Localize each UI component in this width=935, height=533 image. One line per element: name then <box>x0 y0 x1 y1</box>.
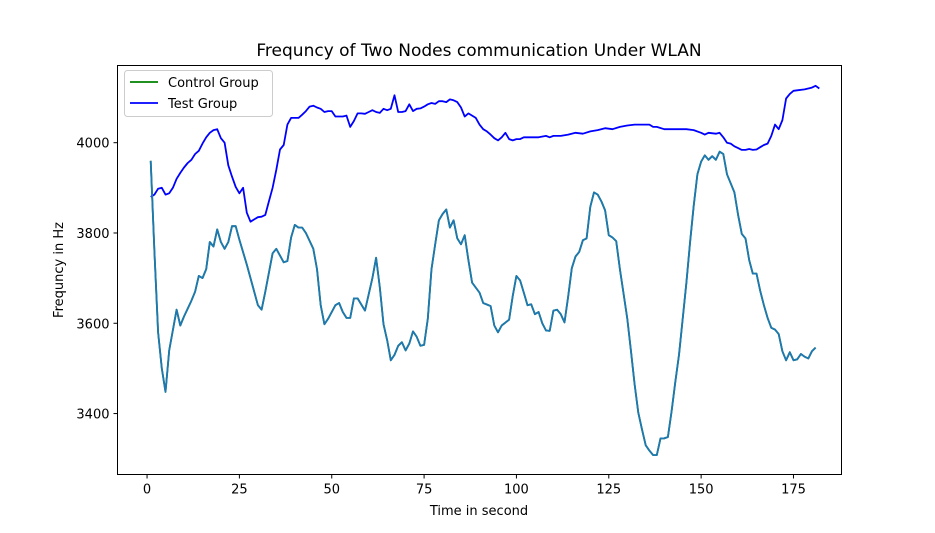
chart-title: Frequncy of Two Nodes communication Unde… <box>256 41 701 61</box>
plot-area <box>117 65 842 475</box>
legend-label-test-group: Test Group <box>167 97 237 112</box>
y-axis-label: Frequncy in Hz <box>52 222 67 318</box>
y-tick-label: 3800 <box>76 227 109 242</box>
x-tick-label: 100 <box>504 483 529 498</box>
y-tick-label: 3600 <box>76 317 109 332</box>
x-tick-label: 75 <box>416 483 433 498</box>
series-line-test-group <box>150 84 820 223</box>
x-axis: 0 25 50 75 100 125 150 175 <box>143 474 806 498</box>
y-axis: 3400 3600 3800 4000 <box>76 137 118 423</box>
x-tick-label: 50 <box>323 483 340 498</box>
legend-label-control-group: Control Group <box>168 76 259 91</box>
x-tick-label: 175 <box>781 483 806 498</box>
x-axis-label: Time in second <box>429 504 528 519</box>
series-layer <box>149 84 820 457</box>
series-line-overlay <box>149 150 817 457</box>
x-tick-label: 125 <box>596 483 621 498</box>
legend-entries: Control Group Test Group <box>130 76 259 112</box>
axes-frame <box>117 65 842 475</box>
y-tick-label: 3400 <box>76 408 109 423</box>
x-tick-label: 25 <box>231 483 248 498</box>
legend-box <box>124 70 273 117</box>
y-tick-label: 4000 <box>76 137 109 152</box>
x-tick-label: 0 <box>143 483 151 498</box>
legend: Control Group Test Group <box>124 70 273 117</box>
x-tick-label: 150 <box>689 483 714 498</box>
